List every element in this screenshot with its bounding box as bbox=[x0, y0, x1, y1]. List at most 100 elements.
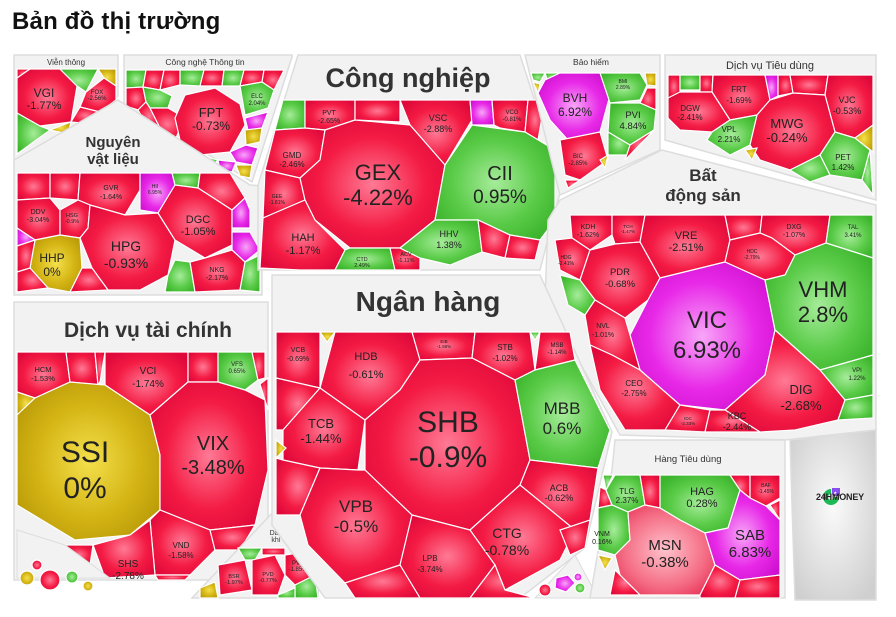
stock-KBC[interactable]: KBC-2.44% bbox=[723, 411, 752, 432]
stock-PVT[interactable]: PVT-2.65% bbox=[318, 110, 340, 125]
stock-VJC[interactable]: VJC-0.53% bbox=[833, 95, 862, 116]
stock-BAF[interactable]: BAF-1.45% bbox=[758, 483, 774, 495]
stock-VCB[interactable]: VCB -0.69% bbox=[287, 347, 309, 363]
svg-text:ACV: ACV bbox=[400, 252, 412, 258]
svg-text:CII: CII bbox=[487, 163, 513, 185]
svg-text:CEO: CEO bbox=[625, 379, 642, 388]
stock-VIC[interactable]: VIC 6.93% bbox=[673, 307, 741, 364]
stock-HDG[interactable]: HDG-2.41% bbox=[558, 255, 574, 267]
svg-text:-1.02%: -1.02% bbox=[492, 354, 517, 363]
svg-text:-0.81%: -0.81% bbox=[502, 117, 522, 123]
stock-LPB[interactable]: LPB -3.74% bbox=[417, 554, 442, 574]
stock-SHB[interactable]: SHB-0.9% bbox=[409, 406, 487, 474]
sector-label: Bảo hiểm bbox=[573, 57, 609, 67]
stock-GVR[interactable]: GVR -1.64% bbox=[100, 185, 122, 201]
svg-text:MSN: MSN bbox=[648, 537, 681, 554]
svg-text:HPG: HPG bbox=[111, 238, 141, 254]
stock-VIX[interactable]: VIX-3.48% bbox=[181, 433, 245, 479]
stock-GEE[interactable]: GEE-1.81% bbox=[269, 194, 285, 206]
svg-text:6.95%: 6.95% bbox=[148, 190, 163, 196]
svg-text:0.28%: 0.28% bbox=[686, 498, 717, 510]
svg-text:-0.9%: -0.9% bbox=[409, 441, 487, 474]
stock-NKG[interactable]: NKG-2.17% bbox=[206, 267, 228, 282]
stock-DXG[interactable]: DXG-1.07% bbox=[783, 224, 805, 239]
stock-HDC[interactable]: HDC-2.79% bbox=[744, 249, 760, 261]
stock-HPG[interactable]: HPG-0.93% bbox=[104, 238, 148, 271]
svg-text:0.95%: 0.95% bbox=[473, 187, 527, 208]
stock-PVD[interactable]: PVD-0.77% bbox=[259, 572, 277, 584]
stock-MSN[interactable]: MSN-0.38% bbox=[641, 537, 689, 571]
stock-VRE[interactable]: VRE-2.51% bbox=[669, 230, 704, 254]
stock-MWG[interactable]: MWG-0.24% bbox=[766, 116, 808, 145]
stock-NVL[interactable]: NVL -1.01% bbox=[592, 323, 614, 339]
stock-PVS[interactable]: PVS-1.85% bbox=[288, 561, 308, 573]
stock-HSG[interactable]: HSG-0.9% bbox=[65, 213, 79, 225]
stock-VPB[interactable]: VPB-0.5% bbox=[334, 497, 378, 536]
stock-HDB[interactable]: HDB -0.61% bbox=[349, 351, 384, 381]
stock-VPI[interactable]: VPI 1.22% bbox=[848, 368, 866, 382]
stock-BSR[interactable]: BSR-1.97% bbox=[225, 574, 243, 586]
stock-HCM[interactable]: HCM-1.53% bbox=[31, 365, 55, 383]
stock-TAL[interactable]: TAL 3.41% bbox=[844, 225, 862, 239]
svg-text:VGI: VGI bbox=[34, 86, 55, 100]
svg-text:PVD: PVD bbox=[262, 572, 273, 578]
stock-BIC[interactable]: BIC-2.85% bbox=[568, 154, 588, 167]
stock-KDH[interactable]: KDH-1.62% bbox=[577, 224, 599, 239]
svg-text:HDB: HDB bbox=[354, 351, 377, 363]
stock-VCG[interactable]: VCG-0.81% bbox=[502, 110, 522, 123]
stock-PDR[interactable]: PDR-0.68% bbox=[605, 267, 636, 290]
stock-IDC[interactable]: IDC-2.33% bbox=[681, 416, 695, 426]
svg-text:-0.62%: -0.62% bbox=[545, 493, 574, 503]
stock-VSC[interactable]: VSC-2.88% bbox=[424, 113, 453, 134]
stock-GEX[interactable]: GEX-4.22% bbox=[343, 160, 413, 210]
stock-DGC[interactable]: DGC-1.05% bbox=[181, 214, 216, 238]
stock-GMD[interactable]: GMD-2.46% bbox=[279, 151, 304, 169]
stock-VGI[interactable]: VGI-1.77% bbox=[27, 86, 62, 112]
stock-FOX[interactable]: FOX-2.56% bbox=[87, 90, 107, 102]
stock-HAH[interactable]: HAH-1.17% bbox=[286, 232, 321, 257]
stock-STB[interactable]: STB -1.02% bbox=[492, 343, 517, 363]
stock-TCH[interactable]: TCH-1.47% bbox=[621, 224, 635, 234]
stock-CEO[interactable]: CEO-2.75% bbox=[621, 379, 646, 398]
stock-ACB[interactable]: ACB-0.62% bbox=[545, 483, 574, 503]
stock-TCB[interactable]: TCB-1.44% bbox=[300, 416, 342, 446]
stock-MSB[interactable]: MSB-1.14% bbox=[547, 343, 567, 356]
svg-text:VRE: VRE bbox=[675, 230, 698, 242]
stock-FRT[interactable]: FRT -1.69% bbox=[726, 85, 751, 105]
stock-FPT[interactable]: FPT-0.73% bbox=[192, 105, 230, 133]
stock-ACV[interactable]: ACV-1.11% bbox=[397, 252, 414, 264]
stock-VCI[interactable]: VCI -1.74% bbox=[132, 366, 164, 390]
stock-EIB[interactable]: EIB-1.98% bbox=[437, 339, 451, 349]
stock-SHS[interactable]: SHS-2.78% bbox=[112, 559, 144, 582]
svg-text:-0.69%: -0.69% bbox=[287, 356, 309, 363]
svg-text:1.42%: 1.42% bbox=[832, 163, 855, 172]
stock-CTG[interactable]: CTG-0.78% bbox=[485, 525, 529, 558]
svg-text:2.21%: 2.21% bbox=[718, 135, 741, 144]
stock-DIG[interactable]: DIG-2.68% bbox=[780, 382, 822, 413]
stock-DGW[interactable]: DGW-2.41% bbox=[677, 104, 702, 122]
svg-text:HCM: HCM bbox=[34, 365, 51, 374]
stock-VND[interactable]: VND-1.58% bbox=[168, 541, 193, 560]
stock-DDV[interactable]: DDV-3.04% bbox=[27, 209, 49, 224]
